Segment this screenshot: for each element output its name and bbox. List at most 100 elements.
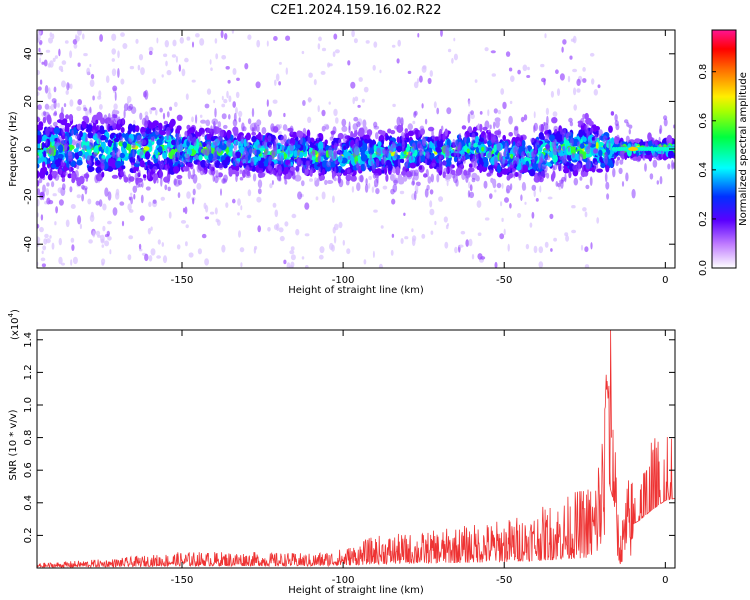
spectrogram-cell [320, 174, 325, 181]
spectrogram-cell [419, 165, 423, 170]
spectrogram-noise [52, 193, 57, 197]
spectrogram-noise [52, 57, 56, 63]
spectrogram-cell [367, 143, 371, 152]
spectrogram-noise [175, 55, 178, 63]
spectrogram-cell [396, 116, 402, 127]
spectrogram-noise [571, 205, 576, 209]
spectrogram-cell [295, 165, 300, 173]
spectrogram-cell [240, 154, 245, 164]
spectrogram-cell [557, 147, 561, 153]
spectrogram-cell [119, 136, 124, 143]
spectrogram-cell [152, 199, 157, 204]
spectrogram-noise [342, 239, 345, 246]
spectrogram-cell [501, 168, 509, 175]
spectrogram-cell [284, 179, 288, 185]
spectrogram-cell [294, 174, 302, 182]
spectrogram-cell [644, 154, 651, 159]
spectrogram-noise [338, 221, 343, 229]
spectrogram-cell [128, 137, 131, 142]
spectrogram-cell [337, 132, 344, 140]
spectrogram-noise [100, 238, 105, 244]
spectrogram-cell [295, 144, 301, 149]
spectrogram-noise [150, 107, 157, 111]
spectrogram-noise [104, 240, 110, 247]
spectrogram-cell [64, 135, 68, 144]
spectrogram-cell [568, 117, 573, 123]
spectrogram-noise [176, 244, 181, 250]
spectrogram-cell [51, 181, 55, 188]
spectrogram-cell [235, 174, 238, 183]
spectrogram-noise [288, 265, 294, 268]
spectrogram-cell [400, 158, 405, 164]
spectrogram-cell [649, 173, 654, 180]
spectrogram-noise [329, 242, 334, 251]
spectrogram-noise [533, 189, 536, 198]
spectrogram-noise [156, 37, 159, 44]
spectrogram-cell [496, 142, 501, 152]
spectrogram-cell [220, 129, 225, 137]
spectrogram-noise [453, 37, 456, 42]
spectrogram-noise [256, 196, 262, 203]
spectrogram-cell [141, 146, 144, 156]
spectrogram-cell [435, 166, 440, 173]
spectrogram-noise [502, 101, 507, 110]
spectrogram-cell [296, 149, 300, 157]
spectrogram-noise [107, 220, 112, 225]
spectrogram-noise [238, 110, 243, 118]
spectrogram-cell [438, 155, 442, 165]
spectrogram-cell [281, 145, 284, 154]
spectrogram-cell [221, 113, 227, 120]
spectrogram-cell [341, 125, 348, 132]
spectrogram-cell [63, 103, 67, 108]
spectrogram-cell [548, 134, 556, 142]
spectrogram-cell [213, 150, 218, 160]
spectrogram-cell [364, 160, 367, 170]
spectrogram-noise [477, 232, 482, 236]
spectrogram-cell [164, 184, 168, 191]
spectrogram-cell [605, 164, 610, 173]
spectrogram-noise [43, 59, 48, 67]
spectrogram-noise [301, 256, 305, 260]
spectrogram-noise [434, 220, 437, 226]
spectrogram-cell [292, 131, 298, 139]
spectrogram-cell [428, 147, 433, 154]
spectrogram-noise [111, 48, 116, 55]
spectrogram-noise [419, 75, 423, 83]
spectrogram-noise [350, 81, 356, 89]
spectrogram-cell [184, 131, 188, 139]
spectrogram-cell [580, 118, 585, 126]
spectrogram-cell [494, 138, 499, 145]
spectrogram-noise [274, 209, 279, 218]
spectrogram-cell [120, 127, 125, 133]
spectrogram-cell [508, 115, 513, 125]
spectrogram-cell [317, 141, 324, 150]
spectrogram-cell [75, 133, 80, 140]
spectrogram-noise [570, 38, 575, 42]
spectrogram-cell [87, 165, 94, 173]
spectrogram-noise [427, 77, 432, 85]
spectrogram-cell [257, 144, 262, 149]
spectrogram-cell [247, 118, 252, 125]
spectrogram-noise [89, 79, 95, 87]
spectrogram-cell [321, 125, 326, 132]
spectrogram-cell [144, 89, 149, 100]
spectrogram-noise [474, 79, 478, 83]
snr-y-tick-label: 1.0 [23, 397, 34, 413]
spectrogram-noise [185, 241, 188, 247]
spectrogram-cell [288, 163, 292, 168]
spectrogram-x-axis-label: Height of straight line (km) [288, 285, 424, 296]
spectrogram-noise [396, 58, 400, 64]
spectrogram-cell [424, 188, 429, 198]
spectrogram-cell [427, 141, 430, 149]
spectrogram-noise [197, 248, 202, 255]
spectrogram-cell [152, 120, 159, 127]
spectrogram-noise [414, 184, 419, 193]
spectrogram-noise [274, 79, 277, 86]
spectrogram-cell [410, 155, 414, 161]
spectrogram-cell [99, 134, 107, 141]
spectrogram-noise [239, 247, 245, 253]
spectrogram-noise [148, 254, 153, 262]
spectrogram-cell [654, 138, 658, 147]
spectrogram-noise [37, 199, 40, 207]
spectrogram-cell [173, 178, 177, 186]
